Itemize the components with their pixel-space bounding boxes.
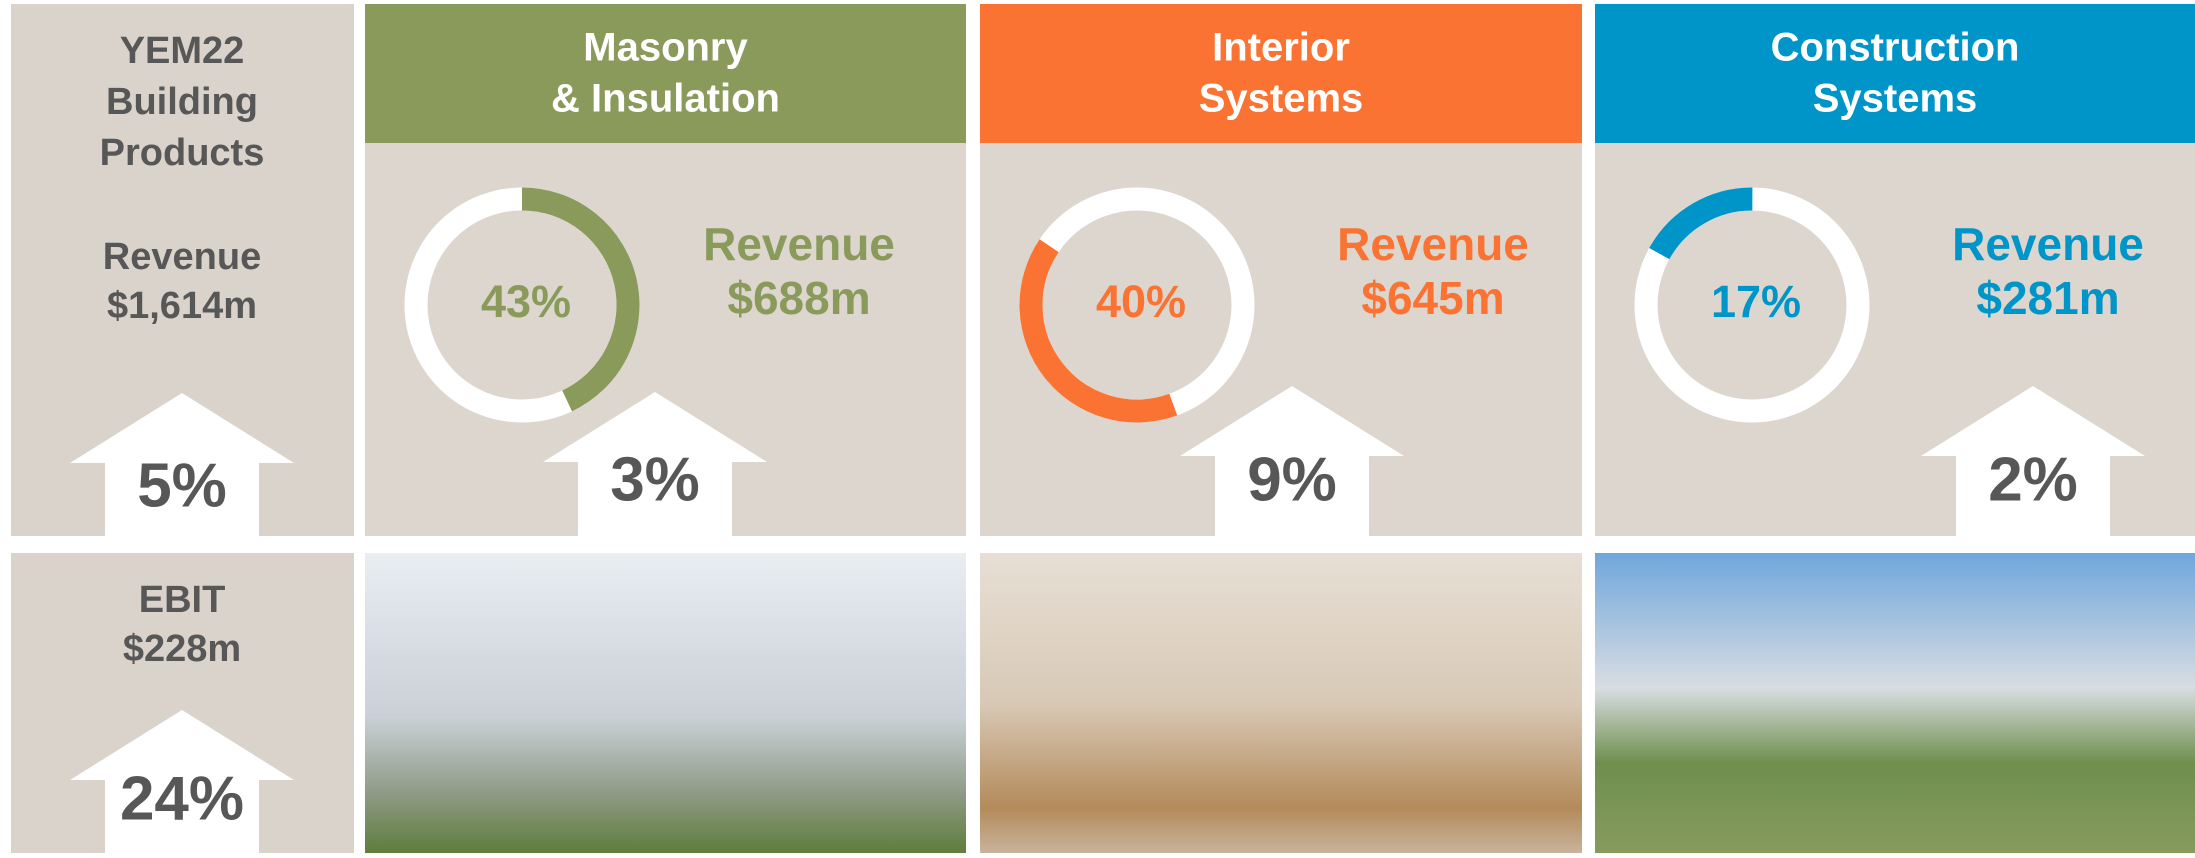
segment-revenue-label: Revenue (703, 218, 895, 270)
segment-growth: 9% (1247, 445, 1337, 514)
ebit-growth: 24% (120, 764, 244, 833)
share-label: 43% (481, 276, 571, 327)
slide: YEM22 Building Products Revenue $1,614m 5% EBI… (0, 0, 2195, 853)
building-photo (1595, 553, 2195, 853)
house-photo (365, 553, 966, 853)
share-label: 40% (1096, 276, 1186, 327)
summary-title: Building (106, 81, 258, 123)
segment-title: Interior (1212, 26, 1350, 70)
segment-revenue-value: $281m (1976, 272, 2119, 324)
segment-growth: 3% (610, 445, 700, 514)
segment-revenue-value: $645m (1361, 272, 1504, 324)
revenue-label: Revenue (103, 236, 261, 278)
segment-growth: 2% (1988, 445, 2078, 514)
segment-title: Systems (1813, 77, 1978, 121)
segment-title: & Insulation (551, 77, 780, 121)
ebit-label: EBIT (139, 579, 226, 621)
revenue-value: $1,614m (107, 285, 257, 327)
interior-photo (980, 553, 1582, 853)
segment-title: Construction (1771, 26, 2020, 70)
page: { "summary": { "title_lines": ["YEM22", … (0, 0, 2195, 853)
summary-title: Products (100, 132, 265, 174)
segment-title: Systems (1199, 77, 1364, 121)
segment-revenue-label: Revenue (1337, 218, 1529, 270)
segment-revenue-label: Revenue (1952, 218, 2144, 270)
segment-title: Masonry (583, 26, 748, 70)
revenue-growth: 5% (137, 451, 227, 520)
segment-revenue-value: $688m (727, 272, 870, 324)
summary-title: YEM22 (120, 30, 245, 72)
share-label: 17% (1711, 276, 1801, 327)
ebit-value: $228m (123, 628, 241, 670)
